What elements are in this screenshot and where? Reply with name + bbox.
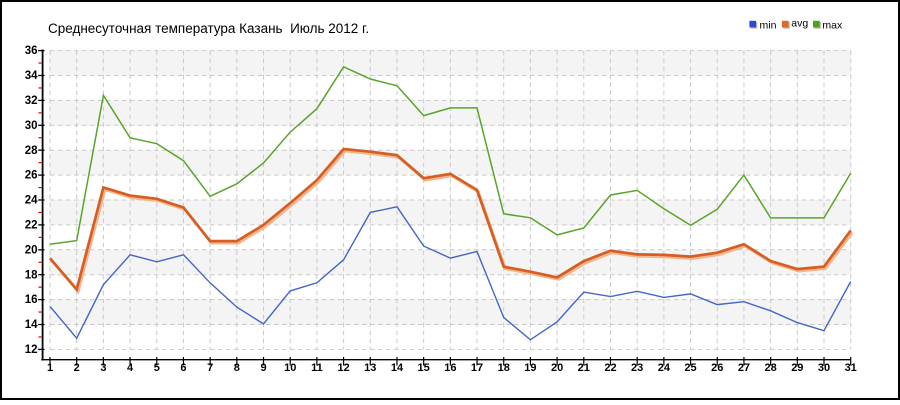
svg-text:16: 16 xyxy=(444,362,456,374)
svg-text:avg: avg xyxy=(791,18,808,30)
svg-text:Среднесуточная температура Каз: Среднесуточная температура Казань Июль 2… xyxy=(48,21,369,36)
svg-text:29: 29 xyxy=(791,362,803,374)
svg-text:8: 8 xyxy=(234,362,240,374)
svg-text:11: 11 xyxy=(311,362,323,374)
svg-text:13: 13 xyxy=(364,362,376,374)
svg-text:31: 31 xyxy=(845,362,857,374)
svg-text:min: min xyxy=(760,20,777,32)
svg-text:22: 22 xyxy=(604,362,616,374)
svg-text:18: 18 xyxy=(498,362,510,374)
svg-text:4: 4 xyxy=(127,362,134,374)
svg-text:1: 1 xyxy=(47,362,53,374)
svg-text:18: 18 xyxy=(25,269,38,281)
svg-text:28: 28 xyxy=(25,145,38,157)
svg-text:6: 6 xyxy=(180,362,186,374)
svg-text:24: 24 xyxy=(25,195,38,207)
svg-text:32: 32 xyxy=(25,95,38,107)
svg-text:36: 36 xyxy=(25,45,38,57)
svg-text:12: 12 xyxy=(337,362,349,374)
svg-text:25: 25 xyxy=(684,362,696,374)
svg-text:21: 21 xyxy=(578,362,590,374)
svg-text:24: 24 xyxy=(658,362,671,374)
svg-text:14: 14 xyxy=(391,362,404,374)
svg-text:28: 28 xyxy=(765,362,777,374)
svg-text:34: 34 xyxy=(25,70,38,82)
svg-text:2: 2 xyxy=(74,362,80,374)
svg-text:26: 26 xyxy=(25,170,38,182)
svg-text:12: 12 xyxy=(25,344,38,356)
svg-text:3: 3 xyxy=(100,362,106,374)
svg-text:17: 17 xyxy=(471,362,483,374)
svg-text:22: 22 xyxy=(25,220,38,232)
svg-text:27: 27 xyxy=(738,362,750,374)
svg-text:20: 20 xyxy=(551,362,563,374)
svg-text:15: 15 xyxy=(418,362,430,374)
svg-text:10: 10 xyxy=(284,362,296,374)
svg-text:5: 5 xyxy=(154,362,160,374)
svg-text:30: 30 xyxy=(25,120,38,132)
svg-text:20: 20 xyxy=(25,244,38,256)
svg-text:16: 16 xyxy=(25,294,38,306)
svg-text:26: 26 xyxy=(711,362,723,374)
svg-text:9: 9 xyxy=(260,362,266,374)
svg-text:30: 30 xyxy=(818,362,830,374)
svg-text:max: max xyxy=(822,20,843,32)
svg-text:7: 7 xyxy=(207,362,213,374)
svg-text:14: 14 xyxy=(25,319,38,331)
svg-text:23: 23 xyxy=(631,362,643,374)
svg-text:19: 19 xyxy=(524,362,536,374)
